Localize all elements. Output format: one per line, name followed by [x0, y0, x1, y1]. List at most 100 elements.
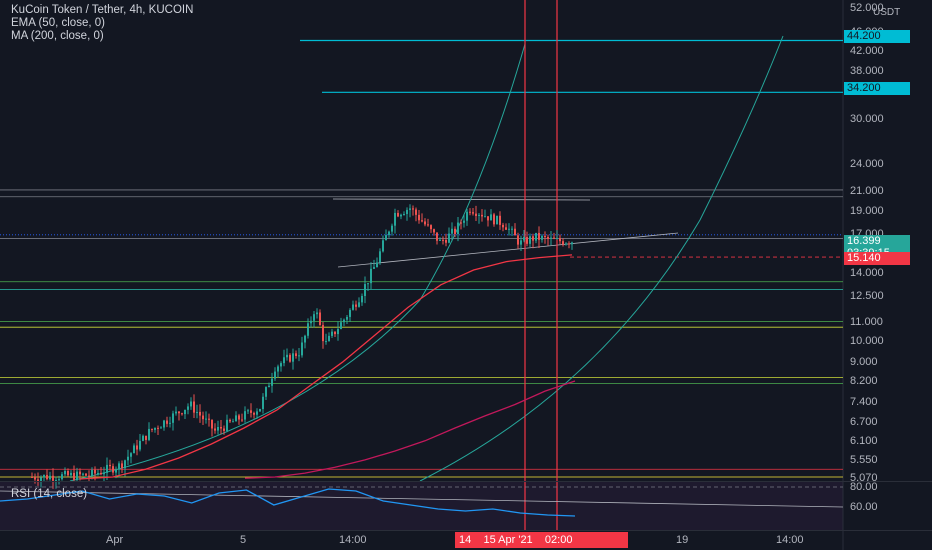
bullish-candle: [40, 477, 42, 482]
bullish-candle: [367, 283, 369, 285]
bullish-candle: [184, 409, 186, 415]
price-tick-label: 30.000: [850, 112, 884, 125]
bullish-candle: [529, 236, 531, 244]
bearish-candle: [424, 221, 426, 225]
bearish-candle: [445, 239, 447, 243]
bearish-candle: [223, 428, 225, 431]
price-tick-label: 10.000: [850, 334, 884, 347]
bullish-candle: [175, 411, 177, 414]
bearish-candle: [493, 214, 495, 225]
price-tag-15140: 15.140: [844, 252, 910, 265]
bearish-candle: [421, 220, 423, 222]
rsi-tick-label: 60.00: [850, 501, 878, 513]
bullish-candle: [376, 262, 378, 268]
bearish-candle: [322, 325, 324, 342]
bearish-candle: [109, 464, 111, 467]
bearish-candle: [547, 237, 549, 239]
bearish-candle: [499, 215, 501, 225]
bullish-candle: [190, 401, 192, 407]
bullish-candle: [196, 411, 198, 413]
rsi-line: [0, 488, 576, 517]
bullish-candle: [307, 323, 309, 336]
bearish-candle: [88, 475, 90, 477]
time-tick-5: 5: [240, 534, 247, 546]
bullish-candle: [61, 474, 63, 480]
bearish-candle: [475, 213, 477, 216]
bullish-candle: [556, 238, 558, 240]
bearish-candle: [544, 235, 546, 238]
bearish-candle: [52, 475, 54, 481]
bullish-candle: [142, 435, 144, 441]
bearish-candle: [121, 463, 123, 469]
bullish-candle: [283, 357, 285, 364]
bullish-candle: [523, 237, 525, 241]
bearish-candle: [94, 469, 96, 474]
rsi-tick-label: 80.00: [850, 481, 878, 493]
bullish-candle: [571, 242, 573, 245]
bearish-candle: [34, 477, 36, 480]
bullish-candle: [328, 335, 330, 342]
bearish-candle: [253, 412, 255, 415]
bullish-candle: [379, 251, 381, 263]
bullish-candle: [565, 243, 567, 245]
bearish-candle: [136, 445, 138, 450]
bearish-candle: [454, 228, 456, 235]
bullish-candle: [313, 314, 315, 321]
bearish-candle: [502, 224, 504, 228]
bearish-candle: [241, 419, 243, 421]
bullish-candle: [274, 371, 276, 379]
bullish-candle: [58, 479, 60, 481]
main-pane: [0, 0, 843, 481]
price-tick-label: 7.400: [850, 395, 878, 408]
bullish-candle: [361, 295, 363, 303]
bearish-candle: [208, 418, 210, 420]
bearish-candle: [436, 232, 438, 241]
bullish-candle: [370, 268, 372, 284]
bearish-candle: [553, 237, 555, 239]
bullish-candle: [301, 342, 303, 356]
bullish-candle: [256, 411, 258, 415]
parabolic-curve-left: [69, 43, 526, 482]
bullish-candle: [91, 469, 93, 476]
crosshair-time-range: 14 15 Apr '21 02:00: [455, 532, 628, 548]
bullish-candle: [325, 341, 327, 343]
bearish-candle: [229, 419, 231, 422]
bullish-candle: [49, 475, 51, 480]
price-tag-34200: 34.200: [844, 82, 910, 95]
bullish-candle: [496, 215, 498, 225]
bearish-candle: [214, 428, 216, 431]
time-highlight-date: 15 Apr '21: [483, 534, 533, 546]
bearish-candle: [238, 415, 240, 420]
price-tick-label: 14.000: [850, 266, 884, 279]
bullish-candle: [511, 228, 513, 230]
time-tick-19: 19: [676, 534, 689, 546]
last-price-tag: 16.399: [844, 235, 910, 248]
price-tick-label: 19.000: [850, 205, 884, 218]
bearish-candle: [250, 410, 252, 413]
bullish-candle: [400, 214, 402, 217]
bullish-candle: [346, 316, 348, 320]
bullish-candle: [340, 322, 342, 329]
bearish-candle: [151, 428, 153, 430]
bearish-candle: [289, 354, 291, 362]
bullish-candle: [118, 463, 120, 470]
bearish-candle: [430, 225, 432, 230]
bearish-candle: [319, 312, 321, 326]
bearish-candle: [487, 216, 489, 221]
bullish-candle: [271, 378, 273, 386]
time-axis-separator: [0, 530, 932, 531]
bullish-candle: [262, 396, 264, 410]
bearish-candle: [37, 479, 39, 482]
bullish-candle: [268, 385, 270, 388]
bearish-candle: [427, 224, 429, 226]
bullish-candle: [385, 235, 387, 241]
resistance-trendline: [332, 198, 591, 201]
bullish-candle: [406, 209, 408, 215]
bullish-candle: [439, 239, 441, 241]
bullish-candle: [187, 406, 189, 410]
bearish-candle: [181, 413, 183, 415]
bullish-candle: [139, 440, 141, 450]
bearish-candle: [568, 243, 570, 245]
bearish-candle: [46, 474, 48, 480]
